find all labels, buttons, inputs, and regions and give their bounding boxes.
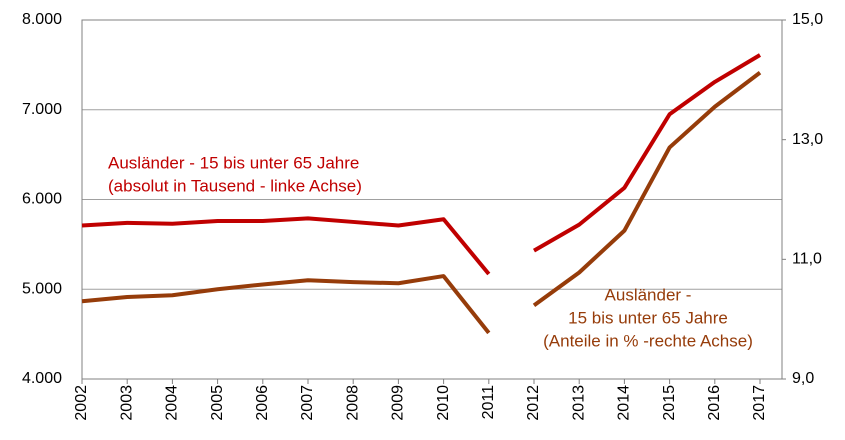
- series-line: [81, 274, 491, 335]
- x-tick-label: 2013: [570, 385, 587, 421]
- series-line: [81, 216, 491, 276]
- series-label: (Anteile in % -rechte Achse): [543, 331, 753, 350]
- plot-frame: [81, 19, 783, 380]
- x-tick-label: 2004: [164, 385, 181, 421]
- y2-tick-label: 13,0: [792, 131, 823, 148]
- x-tick-label: 2009: [390, 385, 407, 421]
- y-tick-label: 6.000: [22, 191, 62, 208]
- x-tick-label: 2014: [616, 385, 633, 421]
- x-tick-label: 2015: [661, 385, 678, 421]
- x-tick-label: 2007: [299, 385, 316, 421]
- x-tick-label: 2010: [435, 385, 452, 421]
- x-tick-label: 2012: [525, 385, 542, 421]
- x-tick-label: 2017: [751, 385, 768, 421]
- series-label: Ausländer -: [605, 285, 692, 304]
- y-tick-label: 8.000: [22, 11, 62, 28]
- y2-tick-label: 15,0: [792, 11, 823, 28]
- series-label: 15 bis unter 65 Jahre: [568, 308, 728, 327]
- y2-tick-label: 11,0: [792, 251, 822, 268]
- y-tick-label: 5.000: [22, 280, 62, 297]
- x-tick-label: 2003: [118, 385, 135, 421]
- x-tick-label: 2008: [344, 385, 361, 421]
- y-tick-label: 4.000: [22, 370, 62, 387]
- x-tick-label: 2011: [480, 385, 497, 420]
- y2-tick-label: 9,0: [792, 370, 814, 387]
- x-tick-label: 2005: [209, 385, 226, 421]
- series-line: [533, 53, 762, 253]
- series-line: [532, 71, 762, 308]
- y-tick-label: 7.000: [22, 101, 62, 118]
- series-label: Ausländer - 15 bis unter 65 Jahre: [108, 153, 359, 172]
- x-tick-label: 2016: [706, 385, 723, 421]
- x-tick-label: 2002: [73, 385, 90, 421]
- series-label: (absolut in Tausend - linke Achse): [108, 176, 362, 195]
- x-tick-label: 2006: [254, 385, 271, 421]
